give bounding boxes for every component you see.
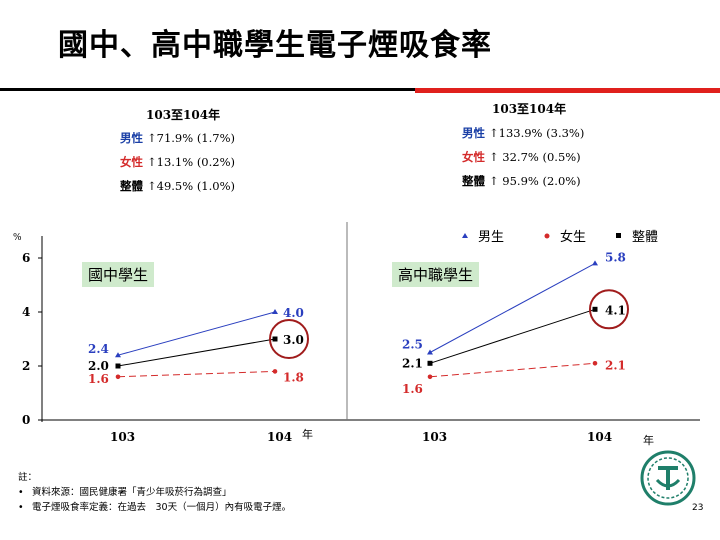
point-male	[272, 309, 278, 314]
y-tick-label: 4	[22, 305, 30, 319]
summary-right-male-value: ↑133.9% (3.3%)	[489, 126, 585, 140]
summary-right-female: 女性 ↑ 32.7% (0.5%)	[462, 149, 581, 165]
y-axis-label: %	[13, 233, 22, 243]
data-label-total: 3.0	[283, 333, 304, 347]
point-male	[592, 260, 598, 266]
legend-marker-triangle	[462, 233, 468, 238]
summary-left-total: 整體 ↑49.5% (1.0%)	[120, 178, 235, 194]
x-tick-label: 103	[110, 430, 135, 444]
title-rule-black	[0, 88, 415, 91]
x-axis-label: 年	[302, 427, 313, 441]
summary-right-male: 男性 ↑133.9% (3.3%)	[462, 125, 584, 141]
summary-left-male-value: ↑71.9% (1.7%)	[147, 131, 236, 145]
agency-logo-icon	[640, 450, 696, 506]
summary-right-female-label: 女性	[462, 150, 485, 164]
notes-heading: 註：	[18, 472, 38, 483]
point-female	[115, 374, 121, 380]
panel-label-junior: 國中學生	[82, 262, 155, 287]
series-line-total	[429, 308, 596, 364]
legend-label-male: 男生	[478, 230, 504, 245]
data-label-male: 5.8	[605, 250, 626, 264]
point-total	[427, 360, 433, 366]
y-tick-label: 0	[22, 413, 30, 427]
series-line-female	[429, 362, 596, 378]
note-item: • 資料來源：國民健康署「青少年吸菸行為調查」	[18, 487, 232, 498]
page-title: 國中、高中職學生電子煙吸食率	[58, 28, 492, 63]
title-rule-red	[415, 88, 720, 93]
summary-left-male-label: 男性	[120, 131, 143, 145]
note-definition: 電子煙吸食率定義：在過去 30天（一個月）內有吸電子煙。	[32, 502, 292, 513]
summary-left-male: 男性 ↑71.9% (1.7%)	[120, 130, 235, 146]
summary-right-total-value: ↑ 95.9% (2.0%)	[489, 174, 581, 188]
data-label-male: 2.4	[88, 342, 109, 356]
x-axis-label: 年	[643, 433, 654, 447]
summary-left-female-label: 女性	[120, 155, 143, 169]
data-label-male: 2.5	[402, 338, 423, 352]
series-line-total	[117, 338, 276, 367]
highlight-circle	[269, 319, 309, 359]
point-female	[592, 361, 598, 366]
summary-right-female-value: ↑ 32.7% (0.5%)	[489, 150, 581, 164]
y-tick-label: 6	[22, 251, 30, 265]
highlight-circle	[589, 289, 629, 330]
point-total	[115, 363, 121, 369]
legend-marker-square	[616, 233, 621, 238]
summary-left-female-value: ↑13.1% (0.2%)	[147, 155, 236, 169]
point-total	[592, 306, 598, 312]
point-female	[272, 369, 278, 374]
summary-left-total-value: ↑49.5% (1.0%)	[147, 179, 236, 193]
y-tick-label: 2	[22, 359, 30, 373]
footnotes: 註： • 資料來源：國民健康署「青少年吸菸行為調查」 • 電子煙吸食率定義：在過去 …	[18, 470, 291, 515]
legend-label-female: 女生	[560, 229, 586, 245]
summary-right-male-label: 男性	[462, 126, 485, 140]
data-label-female: 1.8	[283, 370, 304, 384]
panel-label-senior: 高中職學生	[392, 262, 480, 287]
data-label-total: 2.1	[402, 356, 423, 370]
data-label-female: 1.6	[88, 372, 109, 386]
data-label-total: 2.0	[88, 359, 109, 373]
x-tick-label: 104	[587, 430, 612, 444]
legend-label-total: 整體	[632, 230, 658, 245]
data-label-male: 4.0	[283, 306, 304, 320]
note-source: 資料來源：國民健康署「青少年吸菸行為調查」	[32, 487, 232, 498]
point-total	[272, 336, 278, 342]
summary-left-female: 女性 ↑13.1% (0.2%)	[120, 154, 235, 170]
summary-right-total-label: 整體	[462, 174, 485, 188]
series-line-male	[429, 262, 596, 353]
data-label-total: 4.1	[605, 303, 626, 317]
series-line-female	[117, 370, 276, 378]
summary-right-total: 整體 ↑ 95.9% (2.0%)	[462, 173, 581, 189]
legend-marker-circle	[544, 233, 550, 239]
summary-left-heading: 103至104年	[146, 108, 221, 122]
point-male	[427, 349, 433, 355]
summary-left-total-label: 整體	[120, 179, 143, 193]
x-tick-label: 104	[267, 430, 292, 444]
x-tick-label: 103	[422, 430, 447, 444]
note-item: • 電子煙吸食率定義：在過去 30天（一個月）內有吸電子煙。	[18, 502, 292, 513]
data-label-female: 1.6	[402, 382, 423, 396]
summary-right-heading: 103至104年	[492, 102, 567, 116]
point-female	[427, 374, 433, 380]
series-line-male	[117, 311, 276, 356]
data-label-female: 2.1	[605, 358, 626, 372]
point-male	[115, 352, 121, 358]
page-number: 23	[692, 503, 704, 513]
